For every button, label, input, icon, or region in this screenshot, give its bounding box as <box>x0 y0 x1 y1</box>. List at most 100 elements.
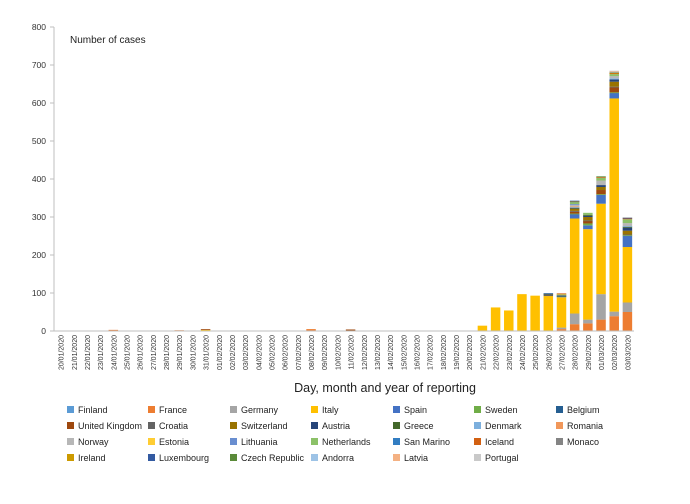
x-tick-label: 02/03/2020 <box>612 335 619 370</box>
legend-item: Netherlands <box>311 437 371 447</box>
bar-segment <box>609 72 619 75</box>
bar-segment <box>583 225 593 230</box>
legend-swatch <box>230 438 237 445</box>
bar-segment <box>596 186 606 191</box>
bar-segment <box>306 329 316 331</box>
bar-segment <box>108 329 119 331</box>
legend-swatch <box>474 454 481 461</box>
x-tick-label: 28/02/2020 <box>573 335 580 370</box>
bar-segment <box>569 313 580 325</box>
legend-swatch <box>556 406 563 413</box>
bar-segment <box>596 319 606 331</box>
y-tick-label: 100 <box>32 288 46 298</box>
x-tick-label: 06/02/2020 <box>283 335 290 370</box>
x-tick-label: 09/02/2020 <box>322 335 329 370</box>
x-tick-label: 24/02/2020 <box>520 335 527 370</box>
x-tick-label: 20/02/2020 <box>467 335 474 370</box>
legend-swatch <box>148 454 155 461</box>
legend-label: Italy <box>322 405 339 415</box>
legend-item: Norway <box>67 437 109 447</box>
x-tick-label: 24/01/2020 <box>111 335 118 370</box>
legend-label: Spain <box>404 405 427 415</box>
legend-item: Estonia <box>148 437 189 447</box>
bar-segment <box>622 219 633 224</box>
x-tick-label: 31/01/2020 <box>204 335 211 370</box>
legend-label: Finland <box>78 405 108 415</box>
x-tick-label: 18/02/2020 <box>441 335 448 370</box>
legend-swatch <box>311 438 318 445</box>
bar-segment <box>596 190 606 195</box>
legend-label: Ireland <box>78 453 106 463</box>
bar-segment <box>583 319 593 324</box>
legend-label: Denmark <box>485 421 522 431</box>
bar-segment <box>622 226 633 228</box>
legend-label: Greece <box>404 421 434 431</box>
bar-segment <box>345 329 356 331</box>
bar-segment <box>596 176 606 178</box>
bar-segment <box>569 204 580 207</box>
legend-item: Denmark <box>474 421 522 431</box>
legend-item: Italy <box>311 405 339 415</box>
legend-label: Romania <box>567 421 603 431</box>
bar-segment <box>609 98 619 312</box>
legend-swatch <box>148 438 155 445</box>
legend-swatch <box>230 454 237 461</box>
x-tick-label: 21/01/2020 <box>72 335 79 370</box>
bar-segment <box>596 177 606 178</box>
x-tick-label: 12/02/2020 <box>362 335 369 370</box>
x-tick-label: 25/02/2020 <box>533 335 540 370</box>
bar-segment <box>622 226 633 227</box>
y-tick-label: 600 <box>32 98 46 108</box>
bar-segment <box>569 204 580 205</box>
y-axis: 0 100 200 300 400 500 600 700 800 <box>32 22 55 336</box>
bar-segment <box>622 312 633 331</box>
legend-swatch <box>393 406 400 413</box>
x-tick-label: 16/02/2020 <box>415 335 422 370</box>
bar-segment <box>596 294 606 320</box>
bars <box>108 70 633 332</box>
legend-label: Iceland <box>485 437 514 447</box>
x-tick-label: 22/02/2020 <box>494 335 501 370</box>
legend-item: Ireland <box>67 453 106 463</box>
legend-item: Finland <box>67 405 108 415</box>
legend-label: Estonia <box>159 437 189 447</box>
legend-label: Lithuania <box>241 437 278 447</box>
x-tick-label: 23/02/2020 <box>507 335 514 370</box>
bar-segment <box>556 329 567 331</box>
bar-segment <box>622 218 633 220</box>
x-tick-label: 29/02/2020 <box>586 335 593 370</box>
x-tick-label: 13/02/2020 <box>375 335 382 370</box>
bar-segment <box>596 180 606 186</box>
legend-label: Latvia <box>404 453 428 463</box>
legend-label: Andorra <box>322 453 354 463</box>
bar-segment <box>622 302 633 312</box>
legend-label: United Kingdom <box>78 421 142 431</box>
bar-segment <box>609 86 619 88</box>
legend-item: Romania <box>556 421 603 431</box>
bar-segment <box>622 247 633 303</box>
bar-segment <box>609 87 619 93</box>
legend-item: Monaco <box>556 437 599 447</box>
bar-segment <box>569 208 580 211</box>
legend-swatch <box>393 422 400 429</box>
x-tick-label: 23/01/2020 <box>98 335 105 370</box>
x-axis-title: Day, month and year of reporting <box>294 381 476 395</box>
legend-item: Germany <box>230 405 279 415</box>
x-tick-label: 25/01/2020 <box>125 335 132 370</box>
legend-swatch <box>474 438 481 445</box>
x-tick-label: 27/02/2020 <box>560 335 567 370</box>
bar-segment <box>583 214 593 216</box>
bar-segment <box>569 324 580 331</box>
x-tick-label: 08/02/2020 <box>309 335 316 370</box>
bar-segment <box>556 327 567 330</box>
x-tick-label: 27/01/2020 <box>151 335 158 370</box>
bar-segment <box>504 310 514 331</box>
bar-segment <box>596 194 606 195</box>
bar-segment <box>609 78 619 80</box>
legend-label: Belgium <box>567 405 600 415</box>
cases-annotation: Number of cases <box>70 35 146 46</box>
bar-segment <box>583 212 593 215</box>
legend-item: Latvia <box>393 453 428 463</box>
bar-segment <box>583 217 593 221</box>
